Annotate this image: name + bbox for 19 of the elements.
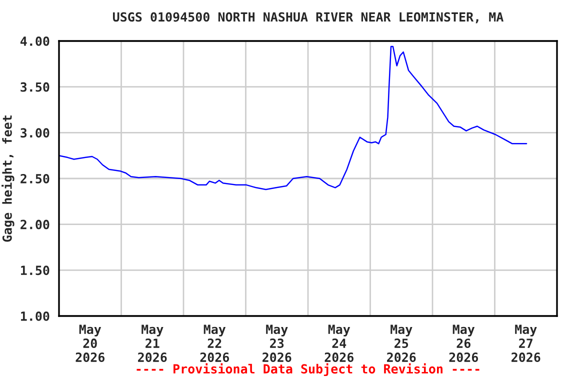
x-tick-label: May 25 2026 <box>387 324 416 362</box>
text: ---- Provisional Data Subject to Revision ---- <box>136 363 480 376</box>
x-tick-label: May 26 2026 <box>449 324 478 362</box>
y-tick-label: 1.00 <box>21 311 50 321</box>
x-tick-label: May 24 2026 <box>324 324 354 362</box>
x-tick-label: May 21 2026 <box>138 324 167 362</box>
y-tick-label: 1.50 <box>21 266 50 276</box>
chart-title: USGS 01094500 NORTH NASHUA RIVER NEAR LEOMINSTER, MA <box>112 12 504 24</box>
y-tick-label: 4.00 <box>20 36 50 46</box>
y-tick-label: 3.50 <box>20 82 50 92</box>
y-axis-title: Gage height, feet <box>2 116 14 242</box>
y-tick-label: 2.00 <box>20 220 50 230</box>
x-tick-label: May 27 2026 <box>512 324 540 362</box>
y-tick-label: 2.50 <box>20 174 50 184</box>
line-series <box>59 46 528 190</box>
x-tick-label: May 20 2026 <box>76 324 104 362</box>
y-tick-label: 3.00 <box>20 128 50 138</box>
x-tick-label: May 23 2026 <box>262 324 292 362</box>
x-tick-label: May 22 2026 <box>200 324 229 362</box>
